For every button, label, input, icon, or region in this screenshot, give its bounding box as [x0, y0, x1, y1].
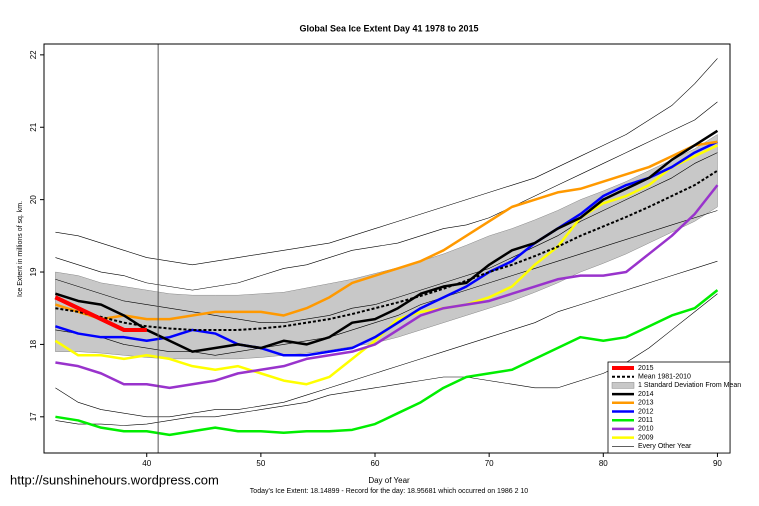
series-line: [55, 129, 719, 353]
legend-label: 1 Standard Deviation From Mean: [638, 382, 741, 389]
y-tick-label: 18: [29, 339, 38, 348]
x-tick-label: 90: [713, 459, 722, 468]
legend-label: 2015: [638, 365, 654, 372]
other-year-line: [55, 293, 718, 426]
y-tick-label: 19: [29, 267, 38, 276]
y-tick-label: 22: [29, 50, 38, 59]
legend-swatch: [611, 382, 635, 389]
y-tick-label: 20: [29, 195, 38, 204]
y-tick-label: 17: [29, 412, 38, 421]
other-year-line: [55, 58, 718, 266]
x-tick-label: 40: [142, 459, 151, 468]
other-year-line: [55, 101, 718, 291]
x-axis-label: Day of Year: [368, 476, 410, 485]
series-line: [55, 289, 719, 437]
other-year-line: [55, 210, 718, 356]
legend-label: 2014: [638, 391, 654, 398]
x-tick-label: 70: [485, 459, 494, 468]
y-tick-label: 21: [29, 122, 38, 131]
legend-label: Every Other Year: [638, 443, 692, 450]
plot-frame: [43, 43, 731, 454]
sd-band: [55, 134, 718, 360]
x-tick-label: 80: [599, 459, 608, 468]
other-year-line: [55, 152, 718, 323]
y-axis-label: Ice Extent in millions of sq. km.: [17, 201, 24, 297]
series-line: [54, 295, 147, 332]
x-tick-label: 50: [256, 459, 265, 468]
other-year-line: [55, 260, 718, 418]
chart-title: Global Sea Ice Extent Day 41 1978 to 201…: [299, 23, 478, 33]
series-line: [55, 184, 719, 390]
footer: Today's Ice Extent: 18.14899 - Record fo…: [250, 488, 529, 495]
legend-label: 2012: [638, 408, 654, 415]
watermark: http://sunshinehours.wordpress.com: [10, 472, 219, 487]
legend-label: Mean 1981-2010: [638, 374, 691, 381]
legend-label: 2013: [638, 400, 654, 407]
mean-line: [55, 169, 718, 331]
series-line: [55, 140, 718, 321]
legend-label: 2010: [638, 426, 654, 433]
x-tick-label: 60: [371, 459, 380, 468]
legend-label: 2009: [638, 434, 654, 441]
legend-label: 2011: [638, 417, 653, 424]
